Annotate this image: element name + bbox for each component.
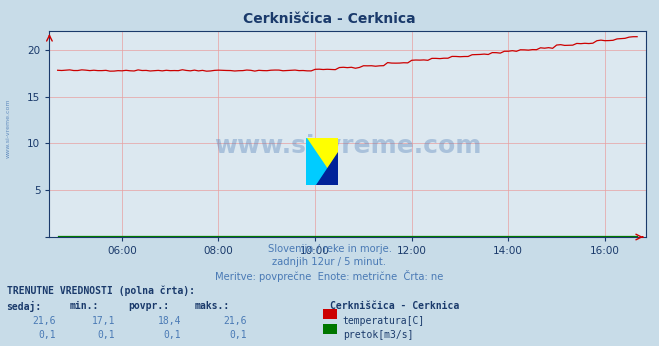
Text: 17,1: 17,1 [92, 316, 115, 326]
Text: pretok[m3/s]: pretok[m3/s] [343, 330, 413, 340]
Text: maks.:: maks.: [194, 301, 229, 311]
Polygon shape [306, 138, 338, 185]
Text: 0,1: 0,1 [229, 330, 247, 340]
Text: Slovenija / reke in morje.: Slovenija / reke in morje. [268, 244, 391, 254]
Text: 0,1: 0,1 [98, 330, 115, 340]
Text: 0,1: 0,1 [38, 330, 56, 340]
Polygon shape [316, 152, 338, 185]
Text: Cerkniščica - Cerknica: Cerkniščica - Cerknica [330, 301, 459, 311]
Text: www.si-vreme.com: www.si-vreme.com [5, 98, 11, 158]
Text: 21,6: 21,6 [32, 316, 56, 326]
Text: Cerkniščica - Cerknica: Cerkniščica - Cerknica [243, 12, 416, 26]
Text: povpr.:: povpr.: [129, 301, 169, 311]
Text: 18,4: 18,4 [158, 316, 181, 326]
Text: 21,6: 21,6 [223, 316, 247, 326]
Text: zadnjih 12ur / 5 minut.: zadnjih 12ur / 5 minut. [273, 257, 386, 267]
Polygon shape [306, 138, 338, 185]
Text: temperatura[C]: temperatura[C] [343, 316, 425, 326]
Text: Meritve: povprečne  Enote: metrične  Črta: ne: Meritve: povprečne Enote: metrične Črta:… [215, 270, 444, 282]
Text: www.si-vreme.com: www.si-vreme.com [214, 135, 481, 158]
Text: TRENUTNE VREDNOSTI (polna črta):: TRENUTNE VREDNOSTI (polna črta): [7, 285, 194, 296]
Text: 0,1: 0,1 [163, 330, 181, 340]
Text: sedaj:: sedaj: [7, 301, 42, 312]
Text: min.:: min.: [69, 301, 99, 311]
